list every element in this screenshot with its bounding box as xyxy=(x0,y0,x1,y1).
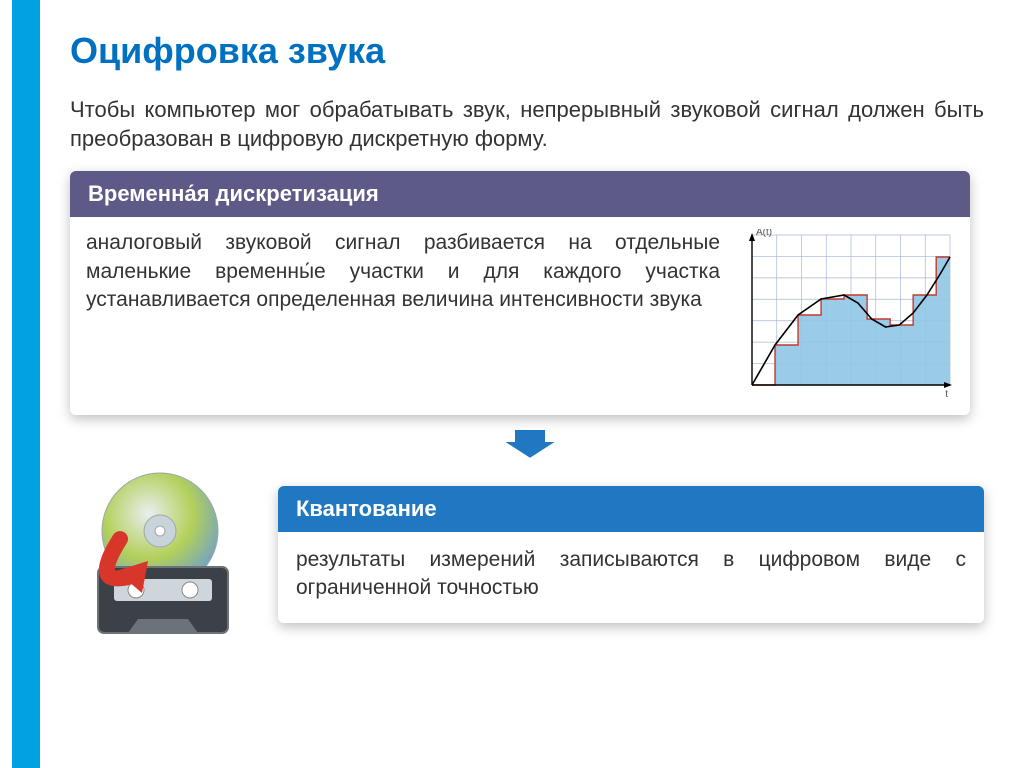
intro-text: Чтобы компьютер мог обрабатывать звук, н… xyxy=(70,96,984,153)
side-accent-bar xyxy=(12,0,40,768)
arrow-down-icon xyxy=(500,427,560,461)
quantization-text: результаты измерений записываются в цифр… xyxy=(278,532,984,623)
quantization-panel: Квантование результаты измерений записыв… xyxy=(278,486,984,623)
discretization-text: аналоговый звуковой сигнал разбивается н… xyxy=(86,229,720,399)
svg-text:A(t): A(t) xyxy=(756,229,772,238)
page-title: Оцифровка звука xyxy=(70,30,984,72)
discretization-body: аналоговый звуковой сигнал разбивается н… xyxy=(70,217,970,415)
discretization-panel: Временна́я дискретизация аналоговый звук… xyxy=(70,171,970,415)
slide-content: Оцифровка звука Чтобы компьютер мог обра… xyxy=(70,30,984,639)
quantization-row: Квантование результаты измерений записыв… xyxy=(70,469,984,639)
quantization-header: Квантование xyxy=(278,486,984,532)
svg-text:t: t xyxy=(945,389,948,399)
discretization-header: Временна́я дискретизация xyxy=(70,171,970,217)
media-illustration xyxy=(70,469,260,639)
sampling-chart: A(t) t xyxy=(734,229,954,399)
